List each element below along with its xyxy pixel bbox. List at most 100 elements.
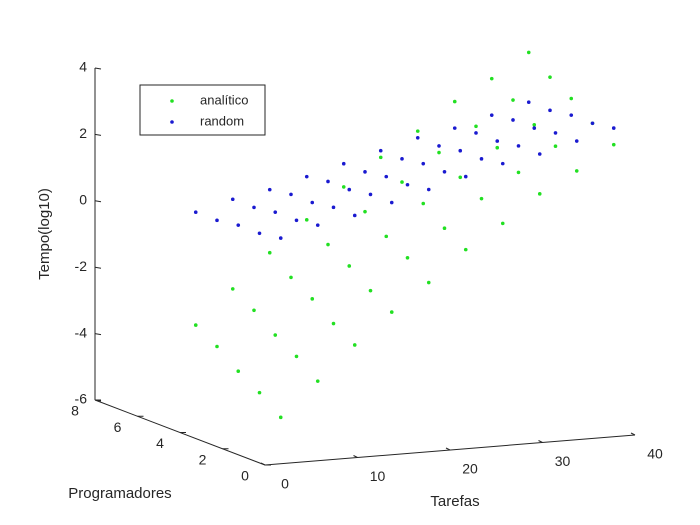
x-tick-label: 20 — [462, 461, 478, 477]
point — [442, 226, 447, 231]
point — [479, 157, 484, 161]
point — [315, 223, 320, 227]
point — [294, 354, 299, 359]
point — [463, 247, 468, 252]
legend-box — [139, 84, 266, 136]
z-tick — [94, 399, 102, 402]
point — [426, 280, 431, 285]
legend-marker — [170, 99, 174, 103]
z-tick-label: 0 — [79, 192, 87, 208]
point — [437, 144, 441, 148]
point — [273, 333, 278, 337]
point — [252, 205, 256, 210]
point — [400, 157, 404, 161]
point — [257, 231, 262, 236]
x-tick — [445, 447, 451, 451]
y-tick-label: 2 — [199, 451, 207, 467]
point — [516, 170, 521, 175]
z-tick — [94, 333, 102, 336]
point — [331, 321, 336, 326]
point — [389, 310, 394, 314]
x-tick — [353, 455, 358, 458]
legend-label: random — [200, 113, 244, 128]
legend-marker — [170, 120, 174, 124]
point — [553, 131, 558, 135]
point — [548, 75, 552, 79]
point — [500, 221, 505, 226]
point — [458, 148, 463, 153]
point — [310, 200, 315, 205]
point — [452, 126, 457, 130]
point — [294, 218, 299, 223]
point — [326, 242, 330, 247]
point — [442, 169, 447, 174]
x-tick — [538, 440, 543, 443]
point — [378, 155, 383, 160]
point — [405, 182, 410, 187]
point — [252, 308, 256, 313]
z-tick-label: -4 — [75, 324, 88, 340]
point — [437, 150, 441, 155]
z-tick — [94, 266, 102, 269]
point — [511, 118, 515, 122]
point — [574, 139, 579, 143]
point — [315, 379, 320, 383]
point — [310, 297, 315, 301]
point — [537, 192, 542, 196]
z-tick-label: -2 — [75, 258, 88, 274]
point — [400, 180, 404, 184]
point — [278, 236, 283, 240]
point — [267, 187, 272, 192]
point — [331, 205, 336, 210]
point — [193, 323, 198, 327]
point — [426, 187, 431, 192]
point — [474, 131, 478, 135]
point — [415, 129, 420, 133]
point — [405, 255, 410, 260]
point — [489, 113, 494, 117]
point — [193, 210, 198, 215]
x-tick — [260, 462, 266, 466]
point — [304, 218, 309, 222]
y-tick-label: 8 — [71, 403, 79, 419]
point — [267, 250, 272, 255]
point — [368, 288, 373, 293]
z-axis-label: Tempo(log10) — [36, 188, 53, 280]
point — [526, 100, 531, 105]
x-tick-label: 40 — [647, 446, 663, 462]
point — [236, 223, 241, 227]
point — [347, 187, 352, 192]
x-tick — [630, 432, 636, 436]
point — [215, 218, 219, 223]
point — [326, 179, 330, 184]
point — [553, 144, 558, 148]
point — [452, 99, 457, 104]
x-tick-label: 30 — [555, 453, 571, 469]
point — [289, 275, 293, 280]
point — [532, 122, 537, 127]
z-tick-label: -6 — [75, 391, 88, 407]
point — [273, 210, 278, 214]
x-tick-label: 10 — [370, 468, 386, 484]
point — [389, 200, 394, 205]
point — [421, 201, 426, 206]
y-tick-label: 0 — [241, 468, 249, 484]
point — [495, 139, 500, 143]
point — [230, 287, 235, 291]
point — [341, 185, 346, 189]
point — [278, 415, 283, 420]
point — [569, 113, 574, 117]
point — [548, 108, 552, 113]
point — [611, 142, 616, 147]
point — [368, 192, 373, 197]
point — [458, 175, 463, 180]
point — [590, 121, 595, 126]
point — [511, 98, 515, 102]
z-tick — [94, 67, 102, 70]
y-axis-label: Programadores — [68, 485, 171, 502]
point — [341, 161, 346, 166]
point — [230, 197, 235, 202]
x-tick-label: 0 — [281, 476, 289, 492]
point — [384, 174, 389, 179]
